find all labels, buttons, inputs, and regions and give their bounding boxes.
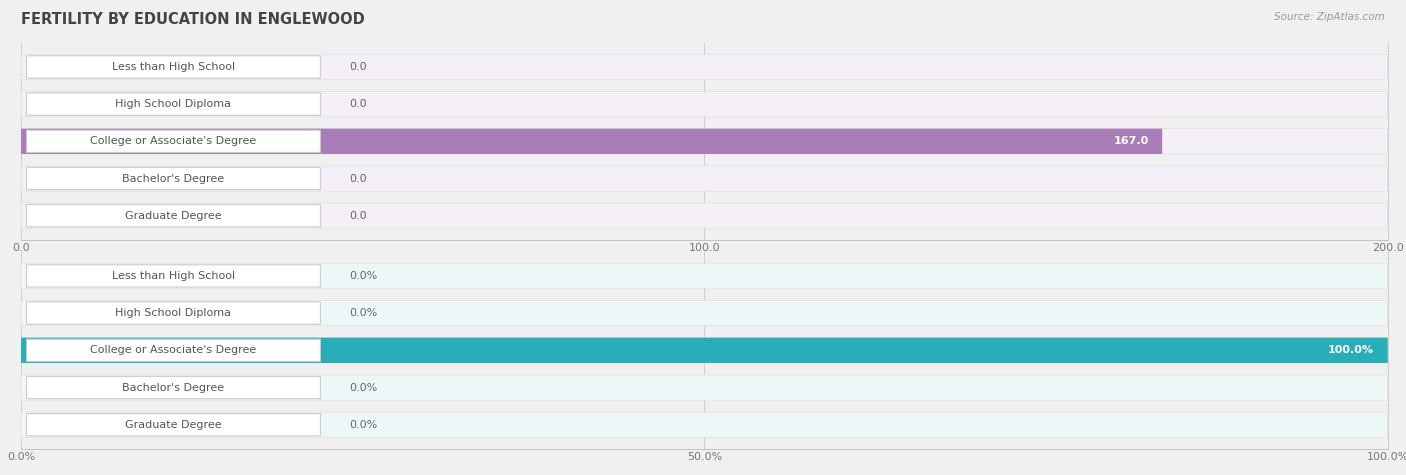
Text: 100.0%: 100.0% [1329, 345, 1374, 355]
Text: College or Associate's Degree: College or Associate's Degree [90, 136, 256, 146]
Text: Less than High School: Less than High School [112, 271, 235, 281]
FancyBboxPatch shape [27, 130, 321, 152]
FancyBboxPatch shape [21, 301, 1388, 326]
FancyBboxPatch shape [21, 338, 1388, 363]
FancyBboxPatch shape [27, 265, 321, 287]
Text: FERTILITY BY EDUCATION IN ENGLEWOOD: FERTILITY BY EDUCATION IN ENGLEWOOD [21, 12, 364, 27]
FancyBboxPatch shape [21, 166, 1388, 191]
FancyBboxPatch shape [21, 129, 1388, 154]
Text: 0.0%: 0.0% [349, 308, 377, 318]
FancyBboxPatch shape [21, 129, 1163, 154]
Text: 0.0: 0.0 [349, 173, 367, 183]
FancyBboxPatch shape [21, 263, 1388, 289]
Text: Graduate Degree: Graduate Degree [125, 211, 222, 221]
Text: 0.0%: 0.0% [349, 271, 377, 281]
FancyBboxPatch shape [27, 93, 321, 115]
Text: 0.0%: 0.0% [349, 420, 377, 430]
FancyBboxPatch shape [27, 414, 321, 436]
FancyBboxPatch shape [27, 205, 321, 227]
Text: High School Diploma: High School Diploma [115, 99, 232, 109]
FancyBboxPatch shape [21, 375, 1388, 400]
Text: Bachelor's Degree: Bachelor's Degree [122, 382, 225, 392]
Text: College or Associate's Degree: College or Associate's Degree [90, 345, 256, 355]
FancyBboxPatch shape [27, 339, 321, 361]
Text: 0.0: 0.0 [349, 62, 367, 72]
Text: High School Diploma: High School Diploma [115, 308, 232, 318]
Text: Source: ZipAtlas.com: Source: ZipAtlas.com [1274, 12, 1385, 22]
Text: 167.0: 167.0 [1114, 136, 1149, 146]
FancyBboxPatch shape [21, 203, 1388, 228]
FancyBboxPatch shape [27, 56, 321, 78]
Text: Bachelor's Degree: Bachelor's Degree [122, 173, 225, 183]
Text: 0.0: 0.0 [349, 211, 367, 221]
FancyBboxPatch shape [27, 302, 321, 324]
FancyBboxPatch shape [21, 338, 1388, 363]
Text: 0.0%: 0.0% [349, 382, 377, 392]
Text: Graduate Degree: Graduate Degree [125, 420, 222, 430]
Text: Less than High School: Less than High School [112, 62, 235, 72]
FancyBboxPatch shape [27, 376, 321, 399]
FancyBboxPatch shape [27, 167, 321, 190]
FancyBboxPatch shape [21, 54, 1388, 80]
FancyBboxPatch shape [21, 412, 1388, 437]
FancyBboxPatch shape [21, 92, 1388, 117]
Text: 0.0: 0.0 [349, 99, 367, 109]
